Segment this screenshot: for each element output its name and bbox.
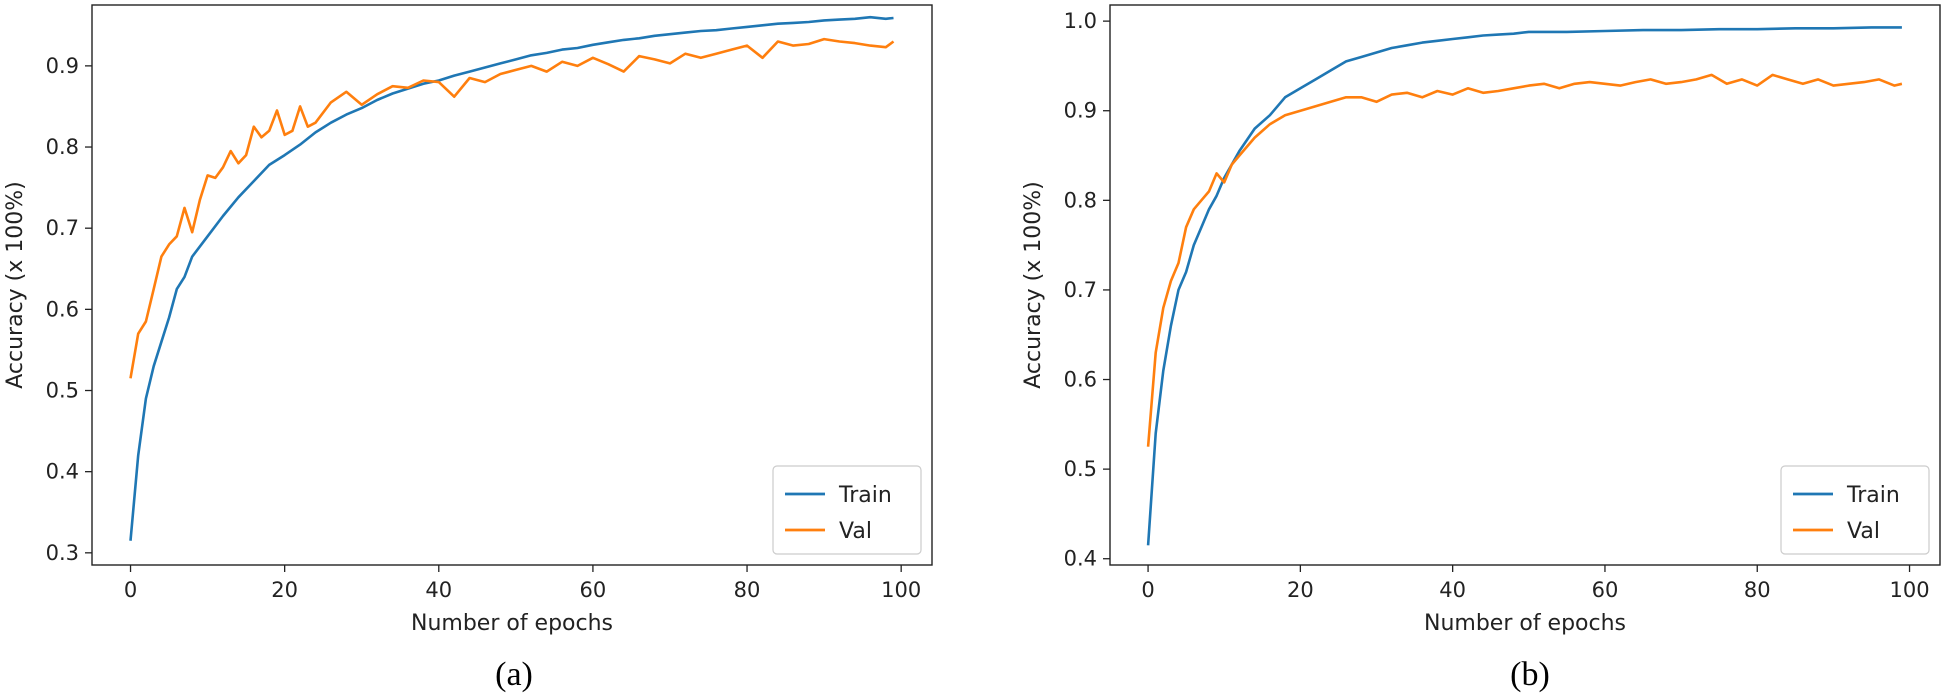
- caption-b: (b): [1510, 656, 1550, 693]
- y-tick-label-b: 0.4: [1064, 547, 1097, 571]
- y-tick-label-b: 0.8: [1064, 188, 1097, 212]
- y-tick-label-b: 0.7: [1064, 278, 1097, 302]
- legend-b: Train Val: [1780, 465, 1930, 555]
- y-tick-label-b: 1.0: [1064, 9, 1097, 33]
- series-line-val-b: [1146, 73, 1903, 447]
- x-tick-label-b: 0: [1141, 578, 1154, 602]
- x-axis-label-b: Number of epochs: [1424, 611, 1626, 636]
- x-tick-label-b: 60: [1592, 578, 1619, 602]
- y-tick-label-b: 0.5: [1064, 457, 1097, 481]
- legend-box-a: [772, 465, 922, 555]
- x-tick-label-b: 20: [1287, 578, 1314, 602]
- x-tick-label-b: 100: [1889, 578, 1929, 602]
- x-tick-label-a: 0: [124, 578, 137, 602]
- plot-frame-b: [1109, 4, 1941, 566]
- legend-label-train-a: Train: [838, 483, 892, 508]
- y-tick-label-a: 0.7: [46, 216, 79, 240]
- x-tick-label-a: 60: [580, 578, 607, 602]
- legend-a: Train Val: [772, 465, 922, 555]
- chart-a: 0 20 40 60 80 100 0.3 0.4 0.5 0.6 0.7 0.8 0.9 Number …: [3, 4, 933, 636]
- legend-label-train-b: Train: [1846, 483, 1900, 508]
- y-tick-label-a: 0.9: [46, 54, 79, 78]
- x-tick-label-b: 40: [1439, 578, 1466, 602]
- caption-a: (a): [495, 656, 533, 693]
- x-tick-label-a: 40: [425, 578, 452, 602]
- x-tick-label-a: 80: [734, 578, 761, 602]
- series-line-train-a: [129, 15, 894, 541]
- y-axis-label-b: Accuracy (x 100%): [1021, 181, 1046, 389]
- x-axis-label-a: Number of epochs: [411, 611, 613, 636]
- y-tick-label-a: 0.5: [46, 379, 79, 403]
- x-tick-label-a: 100: [881, 578, 921, 602]
- x-tick-label-a: 20: [271, 578, 298, 602]
- y-tick-label-a: 0.3: [46, 541, 79, 565]
- y-tick-label-a: 0.4: [46, 460, 79, 484]
- series-line-train-b: [1146, 26, 1902, 546]
- chart-b: 0 20 40 60 80 100 0.4 0.5 0.6 0.7 0.8 0.9 1.0 Number …: [1021, 4, 1941, 636]
- y-tick-label-a: 0.8: [46, 135, 79, 159]
- legend-label-val-b: Val: [1847, 519, 1880, 544]
- x-tick-label-b: 80: [1744, 578, 1771, 602]
- y-tick-label-b: 0.9: [1064, 99, 1097, 123]
- legend-box-b: [1780, 465, 1930, 555]
- y-tick-label-b: 0.6: [1064, 368, 1097, 392]
- series-line-val-a: [129, 37, 895, 379]
- legend-label-val-a: Val: [839, 519, 872, 544]
- plot-frame-a: [91, 4, 933, 566]
- y-tick-label-a: 0.6: [46, 297, 79, 321]
- y-axis-label-a: Accuracy (x 100%): [3, 181, 28, 389]
